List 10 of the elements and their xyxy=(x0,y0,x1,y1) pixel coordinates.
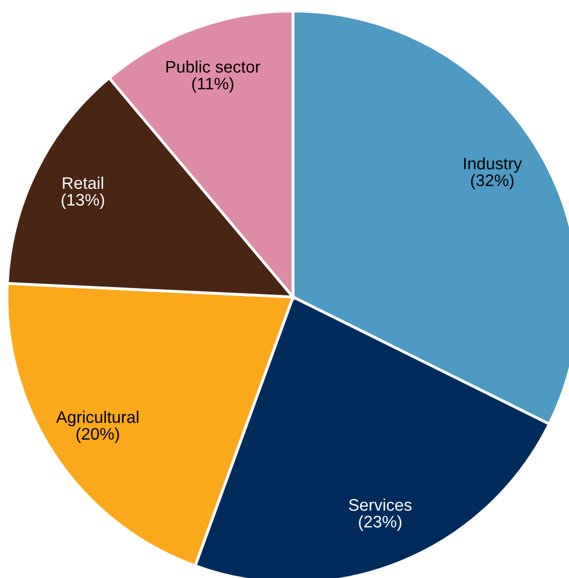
slice-label: Services xyxy=(348,498,412,511)
data-label: (23%) xyxy=(358,515,402,531)
data-label: (11%) xyxy=(192,77,234,93)
data-label: (32%) xyxy=(471,174,514,190)
slice-label: Agricultural xyxy=(56,410,138,426)
slice-label: Retail xyxy=(62,176,104,189)
slice-label: Public sector xyxy=(166,60,260,73)
data-label: (13%) xyxy=(62,193,104,209)
slice-label: Industry xyxy=(464,157,522,173)
data-label: (20%) xyxy=(76,428,119,444)
